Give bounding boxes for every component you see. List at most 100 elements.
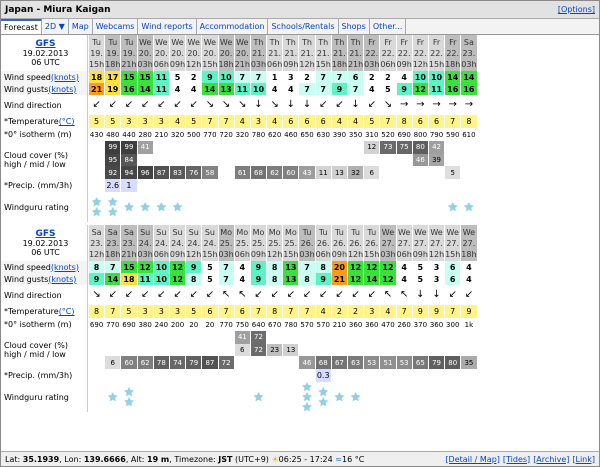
day: We: [462, 227, 476, 237]
wind-gust-cell: 3: [428, 273, 445, 285]
cloud-mid-cell: [380, 154, 395, 167]
hour: 15h: [315, 59, 331, 69]
time-column: Su 24. 06h 10 10 ↙ 3 240 78: [152, 225, 169, 412]
time-header: Sa 23. 03h: [461, 35, 477, 71]
cloud-mid-cell: [170, 344, 185, 357]
cloud-high-cell: [429, 331, 444, 344]
tab-wind-reports[interactable]: Wind reports: [138, 19, 197, 34]
date: 27.: [397, 238, 411, 248]
wind-arrow-icon: ↙: [124, 99, 134, 110]
day: Tu: [335, 227, 344, 237]
wind-gust-cell: 7: [218, 273, 234, 285]
tz-value: JST: [218, 454, 233, 464]
day: Su: [188, 227, 199, 237]
cloud-cell: 99 95 92: [105, 141, 121, 179]
temperature-cell: 7: [445, 305, 461, 318]
temperature-cell: 9: [428, 305, 445, 318]
isotherm-cell: 440: [122, 130, 136, 139]
cloud-low-cell: 35: [461, 356, 477, 369]
hour: 09h: [412, 249, 428, 259]
precip-cell: [364, 179, 379, 192]
temperature-cell: 4: [348, 115, 364, 128]
label-rating-text: Windguru rating: [4, 202, 69, 212]
footer-link-detail-map[interactable]: [Detail / Map]: [445, 454, 500, 464]
label-wind-gusts-unit[interactable]: (knots): [48, 274, 77, 284]
wind-speed-cell: 15: [121, 71, 137, 83]
time-header: Tu 26. 12h: [348, 225, 364, 261]
time-header: Tu 19. 21h: [121, 35, 137, 71]
date: 25.: [235, 238, 249, 248]
label-temperature-unit[interactable]: (°C): [58, 307, 75, 316]
tz-offset: (UTC+9): [235, 454, 269, 464]
cloud-mid-cell: 39: [428, 153, 445, 167]
isotherm-cell: 500: [187, 130, 201, 139]
wind-arrow-icon: ↖: [238, 289, 247, 300]
wind-gust-cell: 11: [153, 83, 169, 95]
wind-speed-cell: 7: [331, 71, 347, 83]
temperature-cell: 3: [250, 115, 267, 128]
date: 22.: [446, 48, 460, 58]
temperature-cell: 8: [89, 305, 105, 318]
date: 26.: [333, 238, 346, 248]
tab-2d[interactable]: 2D ▼: [42, 19, 69, 34]
footer-link-archive[interactable]: [Archive]: [533, 454, 570, 464]
isotherm-cell: 690: [89, 320, 104, 329]
cloud-high-cell: [89, 141, 104, 154]
wind-arrow-icon: ↓: [302, 99, 312, 110]
isotherm-cell: 390: [332, 130, 347, 139]
wind-gust-cell: 12: [348, 273, 364, 285]
cloud-low-cell: 6: [105, 356, 121, 369]
tab-shops[interactable]: Shops: [339, 19, 370, 34]
cloud-cell: 68: [315, 331, 331, 369]
cloud-high-cell: [121, 331, 136, 344]
time-column: Th 21. 06h 1 4 ↘ 4 620 62: [266, 35, 283, 222]
tab-map[interactable]: Map: [69, 19, 93, 34]
date: 24.: [203, 238, 217, 248]
precip-cell: [235, 179, 250, 192]
cloud-high-cell: [380, 331, 395, 344]
precip-cell: [267, 369, 282, 382]
date: 27.: [413, 238, 427, 248]
temperature-cell: 9: [461, 305, 477, 318]
rating-cell: [332, 192, 347, 222]
tab-accommodation[interactable]: Accommodation: [197, 19, 269, 34]
cloud-cell: 42 39: [428, 141, 445, 179]
label-precip-text: *Precip. (mm/3h): [4, 181, 73, 190]
tab-webcams[interactable]: Webcams: [93, 19, 139, 34]
wind-arrow-icon: ↙: [448, 289, 457, 300]
tab-forecast[interactable]: Forecast: [1, 19, 42, 34]
model-link[interactable]: GFS: [35, 39, 56, 49]
footer-link-link[interactable]: [Link]: [572, 454, 595, 464]
wind-dir-cell: ↙: [364, 95, 379, 115]
label-wind-speed-unit[interactable]: (knots): [50, 262, 79, 272]
wind-speed-cell: 18: [89, 71, 105, 83]
wind-gust-cell: 8: [267, 273, 283, 285]
label-wind-speed-unit[interactable]: (knots): [50, 72, 79, 82]
model-link[interactable]: GFS: [35, 229, 56, 239]
time-column: Fr 22. 15h 10 11 → 6 790 42 39: [427, 35, 445, 222]
footer-link-tides[interactable]: [Tides]: [502, 454, 531, 464]
label-cloud-cover: Cloud cover (%) high / mid / low: [1, 331, 87, 369]
wind-speed-cell: 4: [396, 71, 412, 83]
wind-dir-cell: ↙: [154, 95, 169, 115]
tab-other[interactable]: Other...: [370, 19, 407, 34]
rating-star-icon: ★: [317, 385, 329, 399]
time-column: Su 24. 12h 9 8 ↙ 5 20 79: [185, 225, 202, 412]
precip-cell: [397, 179, 412, 192]
precip-cell: [267, 179, 282, 192]
hour: 15h: [364, 249, 380, 259]
cloud-cell: 99 84 94: [121, 141, 137, 179]
time-column: Th 21. 12h 2 7 ↓ 6 650 43: [298, 35, 315, 222]
wind-speed-cell: 8: [89, 261, 105, 273]
options-link[interactable]: [Options]: [557, 5, 595, 14]
date: 26.: [349, 238, 362, 248]
label-wind-gusts-unit[interactable]: (knots): [48, 84, 77, 94]
time-header: Su 24. 09h: [169, 225, 186, 261]
wind-speed-cell: 7: [315, 71, 331, 83]
tab-schools-rentals[interactable]: Schools/Rentals: [268, 19, 339, 34]
wind-gust-cell: 11: [234, 83, 250, 95]
date: 22.: [397, 48, 411, 58]
hour: 15h: [283, 249, 299, 259]
wind-arrow-icon: ↙: [189, 289, 198, 300]
label-temperature-unit[interactable]: (°C): [58, 117, 75, 126]
